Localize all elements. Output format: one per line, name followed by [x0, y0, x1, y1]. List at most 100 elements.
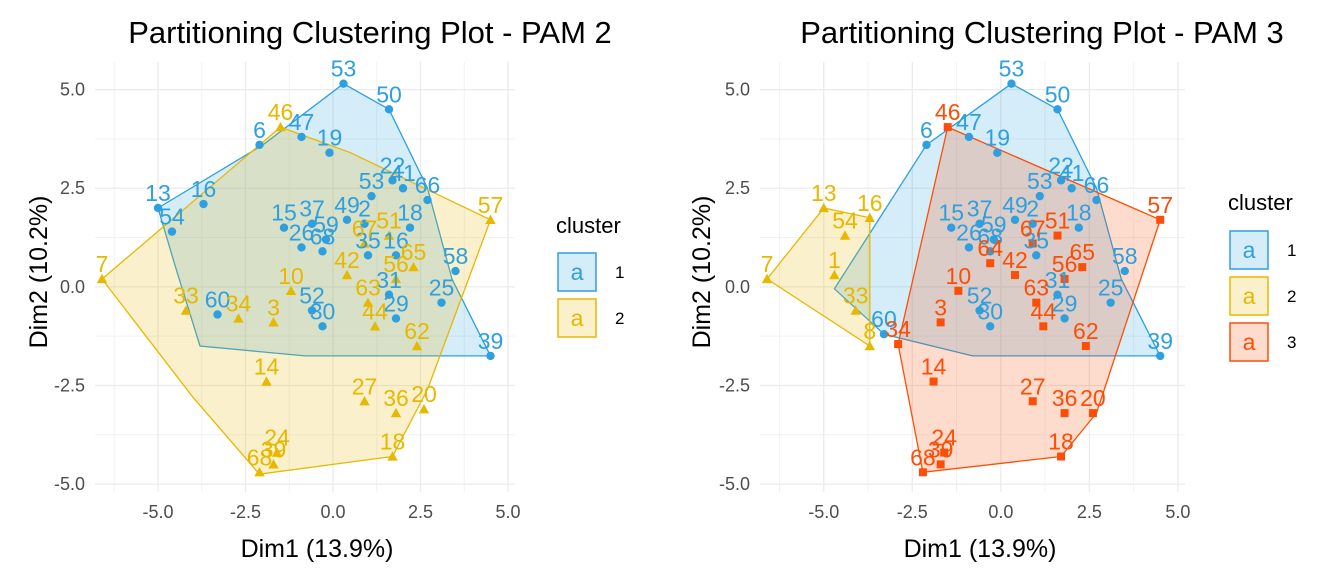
data-point	[818, 202, 829, 213]
point-label: 50	[376, 81, 402, 107]
data-point	[342, 215, 352, 224]
y-tick-label: -5.0	[54, 474, 85, 494]
data-point	[1053, 231, 1062, 240]
tick-labels: -5.0 -2.5 0.0 2.5 5.0 -5.0 -2.5 0.0 2.5 5.0	[719, 80, 1190, 522]
legend-label: 1	[1287, 241, 1296, 260]
legend: cluster a 1 a 2	[556, 213, 624, 338]
point-label: 31	[376, 267, 402, 293]
data-point	[391, 251, 401, 260]
point-label: 41	[1059, 160, 1085, 186]
point-label: 68	[910, 444, 936, 470]
data-point	[418, 403, 430, 414]
point-label: 60	[871, 306, 897, 332]
point-label: 8	[863, 318, 876, 344]
point-label: 41	[390, 160, 416, 186]
data-point	[1007, 79, 1016, 88]
data-point	[1039, 322, 1048, 331]
cluster-hulls	[766, 82, 1162, 474]
data-point	[437, 298, 446, 307]
data-point	[1011, 271, 1019, 280]
point-label: 16	[857, 190, 883, 216]
grid	[95, 62, 515, 492]
data-point	[167, 227, 177, 236]
data-point	[1088, 409, 1097, 418]
data-point	[1010, 215, 1020, 224]
point-label: 63	[1023, 275, 1049, 301]
point-label: 56	[1052, 251, 1078, 277]
data-point	[879, 330, 889, 339]
data-point	[321, 235, 331, 244]
point-label: 13	[811, 180, 837, 206]
point-label: 3	[934, 294, 947, 320]
point-label: 36	[1052, 385, 1078, 411]
data-point	[894, 340, 903, 349]
point-label: 26	[289, 219, 315, 245]
point-label: 10	[278, 263, 304, 289]
point-label: 20	[411, 381, 437, 407]
point-label: 42	[334, 247, 360, 273]
point-label: 58	[1112, 243, 1138, 269]
x-tick-label: 2.5	[1077, 502, 1102, 522]
data-point	[405, 223, 415, 232]
x-tick-label: 5.0	[495, 502, 520, 522]
data-point	[850, 305, 861, 315]
data-point	[947, 223, 956, 232]
data-point	[761, 273, 773, 284]
data-point	[989, 235, 998, 244]
point-label: 31	[1045, 267, 1071, 293]
panel-pam2: Partitioning Clustering Plot - PAM 2 53 5…	[25, 15, 624, 563]
legend-glyph: a	[1243, 329, 1256, 355]
data-point	[986, 259, 995, 268]
y-tick-label: 5.0	[725, 80, 750, 100]
data-point	[391, 314, 401, 323]
data-point	[359, 396, 370, 406]
data-point	[153, 203, 163, 213]
legend-glyph: a	[1243, 283, 1256, 309]
data-point	[233, 313, 244, 323]
data-point	[325, 148, 334, 157]
point-label: 2	[358, 196, 371, 222]
y-axis-title: Dim2 (10.2%)	[25, 196, 53, 349]
data-point	[486, 351, 495, 361]
point-label: 46	[935, 99, 961, 125]
data-point	[1057, 452, 1066, 461]
data-point	[411, 340, 423, 351]
point-label: 46	[268, 99, 294, 125]
data-point	[839, 230, 851, 240]
point-label: 24	[931, 425, 957, 451]
panel-pam3: Partitioning Clustering Plot - PAM 3 53 5…	[688, 15, 1296, 563]
point-label: 54	[159, 204, 185, 230]
point-label: 39	[928, 436, 954, 462]
x-tick-label: 5.0	[1165, 502, 1190, 522]
data-point	[390, 273, 402, 284]
cluster-hulls	[101, 82, 492, 475]
point-label: 53	[331, 56, 357, 82]
point-label: 49	[1002, 192, 1028, 218]
point-label: 64	[977, 235, 1003, 261]
legend-items: a 1 a 2 a 3	[1229, 230, 1296, 362]
point-label: 39	[478, 328, 504, 354]
point-label: 18	[1066, 200, 1092, 226]
data-point	[387, 451, 398, 461]
data-point	[254, 467, 265, 477]
data-point	[363, 251, 373, 260]
data-point	[307, 306, 317, 315]
x-tick-label: -5.0	[808, 502, 839, 522]
point-label: 3	[267, 294, 280, 320]
legend-label: 1	[615, 263, 624, 282]
data-point	[261, 376, 272, 386]
legend-key-1	[1229, 230, 1269, 270]
x-tick-label: -2.5	[230, 502, 261, 522]
data-point	[360, 219, 369, 228]
chart-title: Partitioning Clustering Plot - PAM 3	[800, 15, 1284, 50]
data-point	[1078, 263, 1087, 272]
point-label: 6	[253, 117, 266, 143]
data-point	[1060, 274, 1069, 283]
data-point	[964, 243, 974, 252]
point-label: 65	[401, 239, 427, 265]
grid	[760, 62, 1185, 492]
legend-items: a 1 a 2	[557, 252, 624, 338]
data-point	[1028, 397, 1037, 406]
